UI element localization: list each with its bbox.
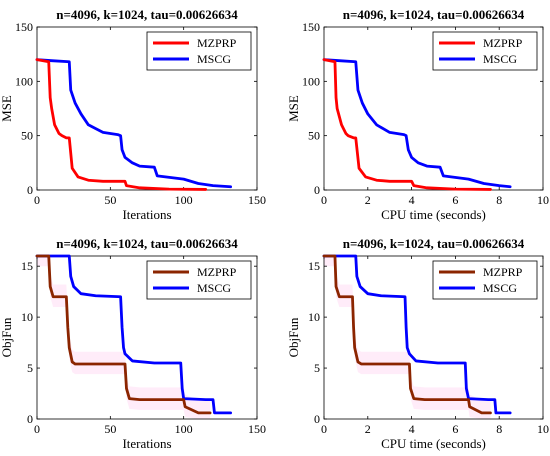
- x-tick-label: 0: [34, 193, 40, 207]
- series-line-mzprp: [322, 254, 492, 415]
- legend-label: MZPRP: [483, 36, 523, 50]
- y-tick-label: 15: [21, 259, 33, 273]
- y-tick-label: 0: [314, 412, 320, 426]
- x-tick-label: 100: [175, 193, 193, 207]
- y-tick-label: 50: [21, 129, 33, 143]
- chart-title: n=4096, k=1024, tau=0.00626634: [343, 7, 525, 22]
- x-tick-label: 0: [321, 193, 327, 207]
- x-tick-label: 0: [34, 422, 40, 436]
- plot-area-frame: [36, 26, 258, 191]
- legend-box: [146, 260, 252, 300]
- x-tick-label: 2: [365, 193, 371, 207]
- series-line-mzprp: [322, 58, 492, 191]
- y-tick-label: 150: [302, 20, 320, 34]
- mzprp-variance-band: [324, 256, 491, 419]
- mzprp-variance-band: [37, 256, 211, 419]
- y-tick-label: 0: [27, 412, 33, 426]
- legend-box: [432, 260, 538, 300]
- legend-box: [432, 31, 538, 71]
- x-tick-label: 100: [175, 422, 193, 436]
- y-tick-label: 10: [308, 310, 320, 324]
- x-tick-label: 150: [248, 422, 266, 436]
- legend-label: MZPRP: [483, 265, 523, 279]
- series-line-mscg: [35, 254, 233, 415]
- plot-area-frame: [36, 255, 258, 420]
- legend-label: MSCG: [197, 281, 231, 295]
- legend-label: MZPRP: [197, 265, 237, 279]
- y-tick-label: 10: [21, 310, 33, 324]
- legend-label: MSCG: [483, 52, 517, 66]
- y-tick-label: 50: [308, 129, 320, 143]
- series-line-mscg: [322, 254, 512, 415]
- x-tick-label: 10: [537, 193, 549, 207]
- y-tick-label: 0: [27, 183, 33, 197]
- y-axis-label: MSE: [0, 95, 14, 122]
- x-axis-label: Iterations: [122, 207, 171, 222]
- y-axis-label: ObjFun: [286, 317, 301, 357]
- x-tick-label: 8: [496, 422, 502, 436]
- legend-label: MSCG: [483, 281, 517, 295]
- y-tick-label: 5: [27, 361, 33, 375]
- legend-box: [146, 31, 252, 71]
- chart-panel: n=4096, k=1024, tau=0.00626634 0 50 100 150 0…: [0, 7, 266, 222]
- x-axis-label: CPU time (seconds): [381, 207, 486, 222]
- series-line-mzprp: [35, 58, 208, 191]
- x-tick-label: 10: [537, 422, 549, 436]
- chart-panel: n=4096, k=1024, tau=0.00626634 0 50 100 150 0…: [0, 236, 266, 451]
- x-tick-label: 2: [365, 422, 371, 436]
- plot-area-frame: [323, 255, 544, 420]
- y-tick-label: 100: [15, 74, 33, 88]
- y-tick-label: 15: [308, 259, 320, 273]
- legend-label: MZPRP: [197, 36, 237, 50]
- y-tick-label: 5: [314, 361, 320, 375]
- x-axis-label: Iterations: [122, 436, 171, 451]
- x-axis-label: CPU time (seconds): [381, 436, 486, 451]
- x-tick-label: 6: [452, 193, 458, 207]
- x-tick-label: 150: [248, 193, 266, 207]
- y-tick-label: 100: [302, 74, 320, 88]
- legend-label: MSCG: [197, 52, 231, 66]
- y-tick-label: 0: [314, 183, 320, 197]
- y-axis-label: MSE: [286, 95, 301, 122]
- series-line-mscg: [322, 58, 512, 189]
- x-tick-label: 6: [452, 422, 458, 436]
- chart-title: n=4096, k=1024, tau=0.00626634: [343, 236, 525, 251]
- y-tick-label: 150: [15, 20, 33, 34]
- chart-title: n=4096, k=1024, tau=0.00626634: [56, 236, 238, 251]
- x-tick-label: 4: [409, 193, 415, 207]
- x-tick-label: 50: [104, 422, 116, 436]
- x-tick-label: 4: [409, 422, 415, 436]
- series-line-mzprp: [35, 254, 212, 415]
- x-tick-label: 8: [496, 193, 502, 207]
- x-tick-label: 50: [104, 193, 116, 207]
- x-tick-label: 0: [321, 422, 327, 436]
- series-line-mscg: [35, 58, 233, 189]
- chart-panel: n=4096, k=1024, tau=0.00626634 0 2 4 6 8 10 0 5 1…: [286, 236, 549, 451]
- y-axis-label: ObjFun: [0, 317, 14, 357]
- chart-title: n=4096, k=1024, tau=0.00626634: [56, 7, 238, 22]
- plot-area-frame: [323, 26, 544, 191]
